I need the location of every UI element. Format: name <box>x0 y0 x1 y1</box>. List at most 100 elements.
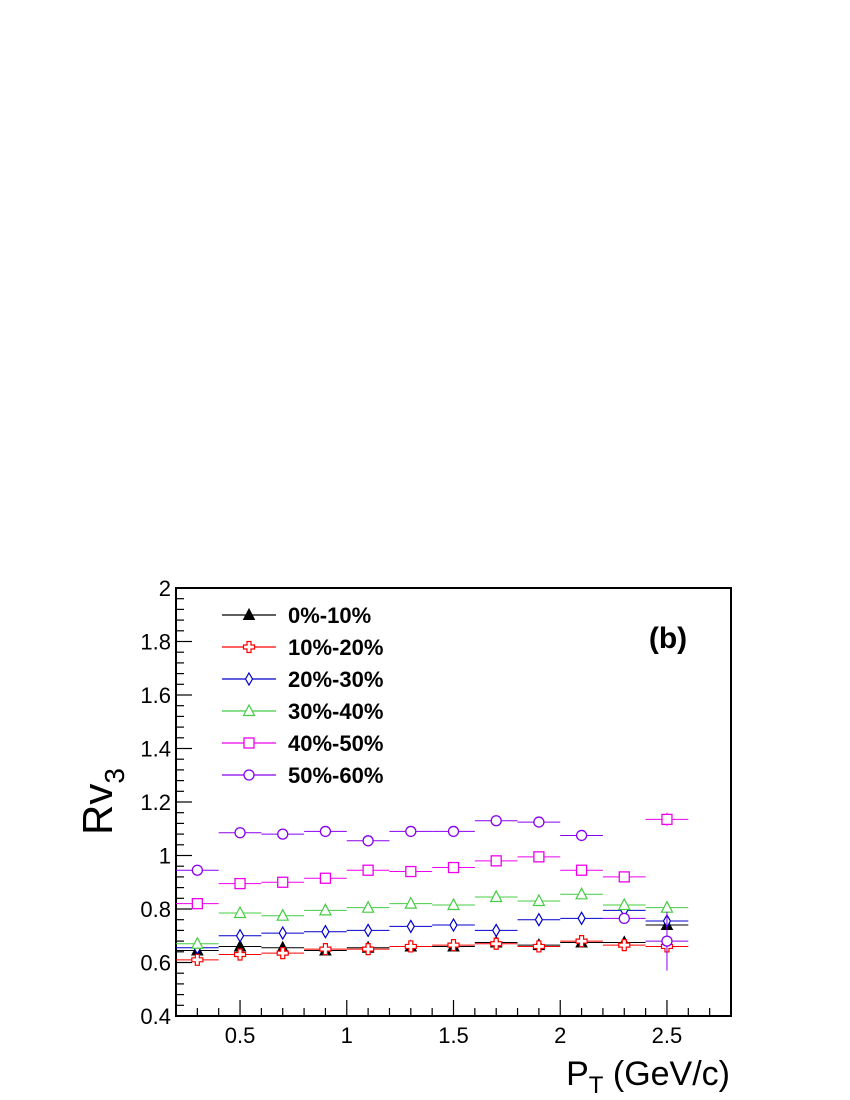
marker <box>233 948 247 961</box>
marker <box>532 893 546 907</box>
marker <box>618 871 630 883</box>
y-axis-title-sub: 3 <box>99 768 130 784</box>
marker <box>534 912 544 927</box>
data-point <box>261 908 305 921</box>
marker <box>447 897 460 911</box>
data-point <box>304 825 347 838</box>
data-point <box>261 828 305 840</box>
y-tick-label: 1.2 <box>140 790 171 815</box>
marker <box>363 923 373 938</box>
data-point <box>176 953 219 966</box>
marker <box>319 872 332 884</box>
marker <box>318 903 332 916</box>
y-tick-label: 1.6 <box>140 683 171 708</box>
data-point <box>517 893 561 907</box>
marker <box>490 937 503 950</box>
data-point <box>517 816 561 828</box>
marker <box>660 900 674 913</box>
data-point <box>560 886 603 900</box>
data-point <box>261 947 305 960</box>
y-axis-title: Rv3 <box>74 768 130 835</box>
x-tick-label: 2.5 <box>652 1023 683 1048</box>
data-point <box>261 925 305 941</box>
data-point <box>560 934 603 948</box>
data-point <box>304 943 347 956</box>
marker <box>491 923 501 938</box>
marker <box>489 889 503 903</box>
data-point <box>560 864 603 876</box>
data-point <box>474 889 518 903</box>
legend-label: 50%-60% <box>288 763 383 788</box>
data-point <box>602 871 646 883</box>
marker <box>234 827 246 839</box>
y-axis-title-main: Rv <box>74 784 121 835</box>
legend-label: 30%-40% <box>288 699 383 724</box>
marker <box>321 924 330 939</box>
data-point <box>176 898 219 910</box>
marker <box>362 864 374 876</box>
marker <box>242 703 256 717</box>
x-tick-label: 2 <box>554 1023 566 1048</box>
data-point <box>389 919 433 934</box>
marker <box>235 928 245 943</box>
marker <box>233 905 247 919</box>
data-point <box>389 896 433 909</box>
marker <box>319 943 332 956</box>
marker <box>618 912 630 925</box>
y-tick-label: 1.8 <box>140 630 171 655</box>
marker <box>276 908 290 921</box>
marker <box>490 855 502 867</box>
data-point <box>261 876 305 888</box>
marker <box>404 896 418 909</box>
data-point <box>346 835 390 847</box>
data-point <box>474 855 518 867</box>
marker <box>575 934 588 948</box>
marker <box>234 877 246 890</box>
marker <box>243 737 255 749</box>
data-point <box>432 917 475 933</box>
x-tick-label: 1.5 <box>438 1023 469 1048</box>
marker <box>533 851 545 863</box>
data-point <box>218 905 262 919</box>
legend-entry: 10%-20% <box>222 635 383 660</box>
data-point <box>517 940 561 953</box>
data-point <box>432 825 475 838</box>
data-point <box>602 912 646 925</box>
data-point <box>389 940 433 953</box>
marker <box>278 925 287 941</box>
legend-label: 0%-10% <box>288 603 371 628</box>
legend-entry: 0%-10% <box>222 603 371 628</box>
data-point <box>645 812 689 827</box>
marker <box>532 940 545 953</box>
data-point <box>346 900 390 913</box>
panel-label: (b) <box>649 622 687 655</box>
marker <box>361 900 375 913</box>
y-tick-label: 1.4 <box>140 737 171 762</box>
data-point <box>517 912 561 927</box>
data-point <box>389 865 433 878</box>
marker <box>447 825 460 838</box>
data-point <box>176 936 219 949</box>
x-tick-label: 0.5 <box>225 1023 256 1048</box>
marker <box>362 943 375 956</box>
legend-entry: 30%-40% <box>222 699 383 724</box>
marker <box>406 919 416 934</box>
marker <box>405 865 417 878</box>
marker <box>243 769 255 781</box>
legend-label: 40%-50% <box>288 731 383 756</box>
y-tick-label: 1 <box>159 844 171 869</box>
data-point <box>432 897 475 911</box>
plot-area <box>176 812 689 971</box>
axes: 0.5 1 1.5 2 2.5 0.4 0.6 0.8 1 1.2 1.4 1.6 1.8 2 <box>140 576 732 1048</box>
legend-entry: 50%-60% <box>222 763 383 788</box>
legend: 0%-10% 10%-20% 20%-30% 30%-40% 40%-50% 50%-60… <box>222 603 383 788</box>
series-30%-40% <box>176 886 689 949</box>
marker <box>276 947 289 960</box>
marker <box>577 911 586 926</box>
data-point <box>474 937 518 950</box>
legend-entry: 20%-30% <box>222 667 383 692</box>
series-40%-50% <box>176 812 689 910</box>
series-50%-60% <box>176 815 689 971</box>
x-axis-title-main: P <box>566 1055 589 1093</box>
